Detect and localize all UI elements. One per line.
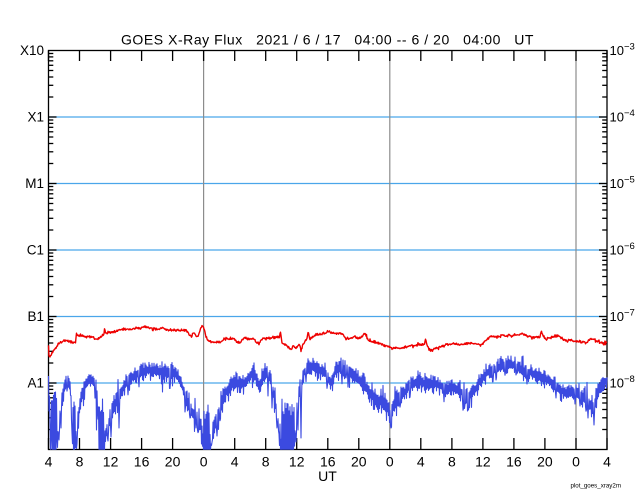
svg-text:4: 4 bbox=[417, 454, 425, 470]
svg-text:4: 4 bbox=[231, 454, 239, 470]
svg-text:B1: B1 bbox=[27, 309, 44, 324]
svg-text:A1: A1 bbox=[27, 376, 44, 391]
svg-text:M1: M1 bbox=[25, 176, 44, 191]
svg-text:C1: C1 bbox=[27, 243, 44, 258]
svg-text:X10: X10 bbox=[20, 43, 44, 58]
svg-text:16: 16 bbox=[320, 454, 336, 470]
svg-text:20: 20 bbox=[351, 454, 367, 470]
svg-text:16: 16 bbox=[506, 454, 522, 470]
svg-text:4: 4 bbox=[603, 454, 611, 470]
svg-text:0: 0 bbox=[386, 454, 394, 470]
svg-text:UT: UT bbox=[318, 468, 337, 484]
svg-text:12: 12 bbox=[475, 454, 491, 470]
svg-text:X1: X1 bbox=[27, 110, 44, 125]
svg-text:8: 8 bbox=[448, 454, 456, 470]
svg-text:16: 16 bbox=[134, 454, 150, 470]
svg-text:20: 20 bbox=[165, 454, 181, 470]
svg-text:20: 20 bbox=[537, 454, 553, 470]
svg-text:0: 0 bbox=[572, 454, 580, 470]
svg-text:GOES X-Ray Flux 2021 / 6 / 1: GOES X-Ray Flux 2021 / 6 / 17 04:00 -- 6… bbox=[121, 32, 534, 48]
svg-text:plot_goes_xray2m: plot_goes_xray2m bbox=[570, 483, 621, 490]
svg-text:4: 4 bbox=[45, 454, 53, 470]
svg-text:0: 0 bbox=[200, 454, 208, 470]
svg-text:12: 12 bbox=[103, 454, 119, 470]
svg-text:8: 8 bbox=[262, 454, 270, 470]
svg-text:12: 12 bbox=[289, 454, 305, 470]
svg-text:8: 8 bbox=[76, 454, 84, 470]
